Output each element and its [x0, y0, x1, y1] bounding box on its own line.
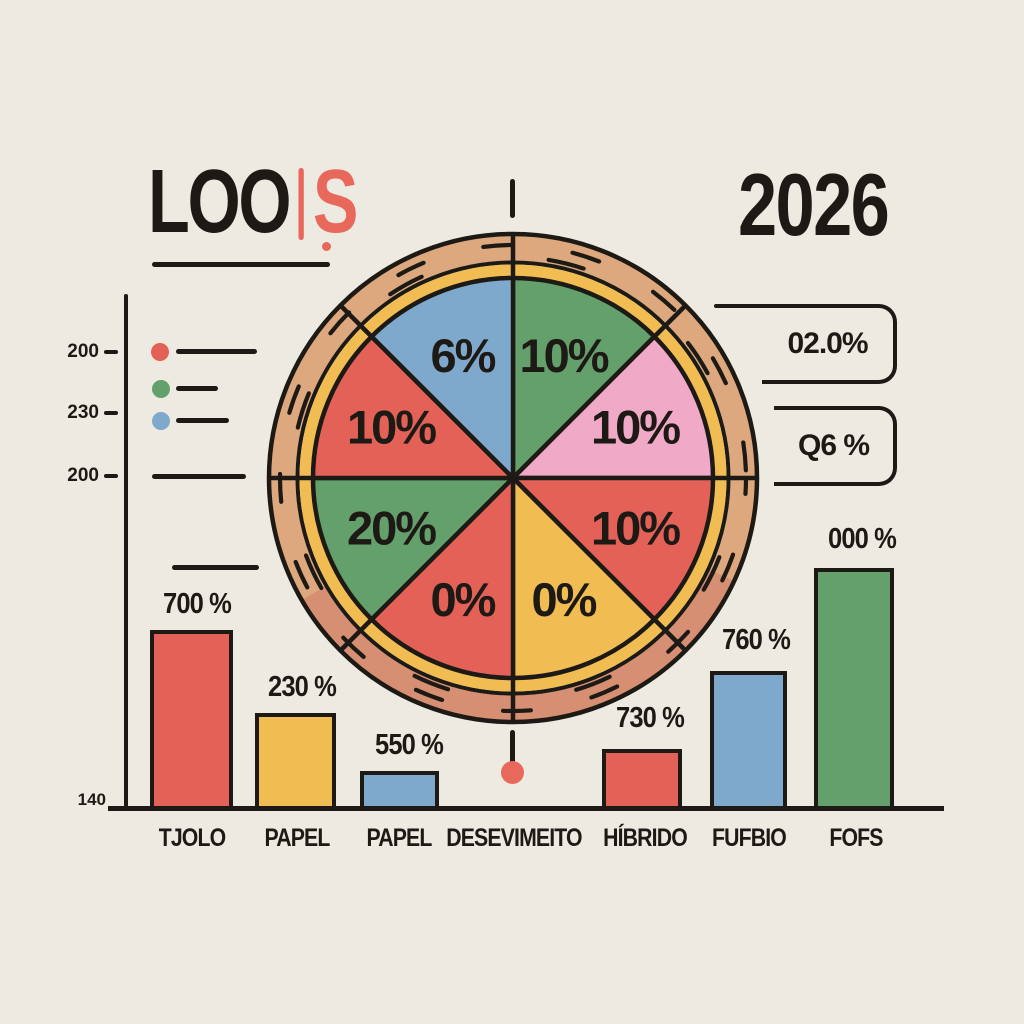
- x-label-fufbio: FUFBIO: [711, 824, 787, 852]
- legend-line: [176, 418, 229, 423]
- pie-label: 10%: [347, 401, 436, 454]
- legend-dot-red: [151, 343, 169, 361]
- x-label-papel-1: PAPEL: [264, 824, 330, 852]
- y-tick-label: 230: [67, 402, 99, 423]
- page-title: LOO S: [148, 152, 422, 252]
- pie-label: 10%: [591, 502, 680, 555]
- x-label-papel-2: PAPEL: [366, 824, 432, 852]
- x-label-tjolo: TJOLO: [158, 824, 226, 852]
- bar-hibrido[interactable]: [602, 749, 682, 810]
- y-tick-label: 200: [67, 341, 99, 362]
- pie-top-tick: [510, 179, 515, 218]
- title-dot: [322, 242, 331, 251]
- legend-line: [176, 349, 257, 354]
- title-text-red: S: [312, 152, 359, 252]
- y-axis-tick: 200: [56, 465, 118, 487]
- pie-slice-nne[interactable]: [510, 275, 658, 484]
- bar-value-label: 550 %: [375, 729, 444, 761]
- pie-pointer-line: [510, 730, 515, 764]
- bar-area-topline: [172, 565, 259, 570]
- pie-slice-sse[interactable]: [510, 472, 658, 681]
- y-tick-label: 200: [67, 465, 99, 486]
- pie-slice-wnw[interactable]: [310, 333, 519, 481]
- bar-fofs[interactable]: [814, 568, 894, 810]
- ring-dividers: [269, 234, 757, 722]
- pie-slice-nnw[interactable]: [368, 275, 516, 484]
- title-underline: [152, 262, 330, 267]
- callout-box-2[interactable]: Q6 %: [774, 406, 897, 486]
- tick-dash: [104, 474, 118, 478]
- legend-baseline: [152, 474, 246, 479]
- pie-slice-ene[interactable]: [507, 333, 716, 481]
- bar-value-label: 700 %: [163, 588, 232, 620]
- pie-label: 0%: [532, 573, 597, 626]
- bar-value-label: 730 %: [616, 702, 685, 734]
- bar-value-label: 000 %: [828, 523, 897, 555]
- bar-fufbio[interactable]: [710, 671, 787, 810]
- y-axis-line: [124, 294, 128, 808]
- x-label-desevimeito: DESEVIMEITO: [446, 824, 582, 852]
- pie-pointer-dot[interactable]: [501, 761, 524, 784]
- year-label: 2026: [738, 155, 890, 254]
- bar-papel-2[interactable]: [360, 771, 439, 810]
- pie-label: 20%: [347, 502, 436, 555]
- x-label-hibrido: HÍBRIDO: [603, 824, 688, 852]
- tick-dash: [104, 411, 118, 415]
- pie-slice-wsw[interactable]: [310, 475, 519, 623]
- callout-box-1[interactable]: 02.0%: [762, 304, 897, 384]
- bar-papel-1[interactable]: [255, 713, 336, 810]
- x-axis-origin-label: 140: [77, 790, 106, 809]
- legend-dot-blue: [152, 412, 170, 430]
- pie-label: 6%: [431, 329, 496, 382]
- title-text-black: LOO: [148, 152, 292, 252]
- pie-chart: 10% 10% 10% 0% 0% 20% 10% 6%: [266, 231, 760, 725]
- x-axis-line: [108, 806, 944, 811]
- bar-value-label: 230 %: [268, 671, 337, 703]
- legend-line: [176, 386, 218, 391]
- title-divider-bar: [298, 168, 304, 240]
- pie-label: 10%: [591, 401, 680, 454]
- y-axis-tick: 200: [56, 341, 118, 363]
- pie-label: 0%: [431, 573, 496, 626]
- pie-slice-ese[interactable]: [507, 475, 716, 623]
- pie-label: 10%: [519, 329, 608, 382]
- pie-outer-ring-salmon: [302, 569, 733, 721]
- pie-slice-ssw[interactable]: [368, 472, 516, 681]
- callout-1-leader-line: [714, 304, 772, 308]
- tick-dash: [104, 350, 118, 354]
- bar-tjolo[interactable]: [150, 630, 233, 810]
- callout-2-value: Q6 %: [797, 429, 870, 462]
- callout-1-value: 02.0%: [787, 327, 868, 360]
- y-axis-tick: 230: [56, 402, 118, 424]
- bar-value-label: 760 %: [722, 624, 791, 656]
- legend-dot-green: [152, 380, 170, 398]
- x-label-fofs: FOFS: [829, 824, 883, 852]
